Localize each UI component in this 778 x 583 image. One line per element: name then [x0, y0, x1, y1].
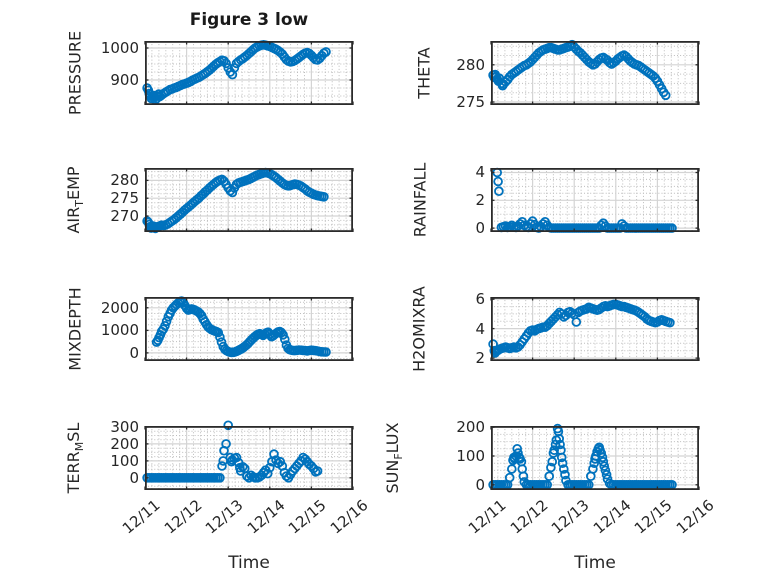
x-tick-label: 12/12: [160, 496, 206, 538]
x-tick-label: 12/14: [243, 496, 289, 538]
y-tick-label: 100: [110, 451, 139, 470]
x-tick-label: 12/15: [285, 496, 330, 538]
y-tick-label: 200: [110, 434, 139, 453]
x-tick-label: 12/13: [548, 496, 593, 538]
y-tick-label: 275: [456, 93, 485, 112]
x-tick-label: 12/16: [672, 496, 718, 538]
y-tick-label: 280: [456, 55, 485, 74]
y-axis-label-terr-msl: TERRMSL: [63, 422, 87, 494]
subplot-terr-msl: [142, 420, 354, 491]
y-tick-label: 2: [475, 191, 485, 210]
subplot-air-temp: [142, 167, 354, 234]
y-tick-label: 300: [110, 418, 139, 437]
y-tick-label: 0: [129, 343, 139, 362]
subplot-h2omixra: [488, 296, 700, 362]
y-tick-label: 200: [456, 418, 485, 437]
subplot-pressure: [142, 39, 354, 106]
y-axis-label-rainfall: RAINFALL: [410, 162, 430, 238]
y-tick-label: 0: [129, 468, 139, 487]
x-tick-label: 12/15: [631, 496, 676, 538]
x-axis-label-right: Time: [574, 553, 616, 573]
x-tick-label: 12/13: [202, 496, 247, 538]
y-axis-label-theta: THETA: [414, 47, 434, 99]
y-tick-label: 1000: [100, 321, 139, 340]
y-tick-label: 6: [475, 290, 485, 309]
y-axis-label-h2omixra: H2OMIXRA: [409, 286, 429, 372]
x-tick-label: 12/14: [589, 496, 635, 538]
x-tick-label: 12/11: [464, 496, 510, 538]
x-axis-label-left: Time: [228, 553, 270, 573]
subplot-sun-flux: [488, 423, 700, 491]
y-tick-label: 280: [110, 171, 139, 190]
y-tick-label: 1000: [100, 39, 139, 58]
y-tick-label: 275: [110, 189, 139, 208]
y-axis-label-mixdepth: MIXDEPTH: [65, 287, 85, 371]
y-axis-label-sun-flux: SUNFLUX: [382, 422, 406, 494]
x-tick-label: 12/12: [506, 496, 552, 538]
subplot-rainfall: [490, 167, 700, 233]
subplot-theta: [488, 39, 700, 106]
x-tick-label: 12/11: [118, 496, 164, 538]
y-tick-label: 0: [475, 475, 485, 494]
figure-title: Figure 3 low: [189, 10, 309, 30]
y-tick-label: 2000: [100, 298, 139, 317]
y-tick-label: 100: [456, 446, 485, 465]
y-tick-label: 4: [475, 163, 485, 182]
y-tick-label: 900: [110, 71, 139, 90]
subplot-mixdepth: [144, 296, 354, 362]
y-tick-label: 4: [475, 319, 485, 338]
y-tick-label: 270: [110, 207, 139, 225]
y-axis-label-pressure: PRESSURE: [65, 30, 85, 116]
x-tick-label: 12/16: [326, 496, 372, 538]
y-axis-label-air-temp: AIRTEMP: [63, 166, 87, 234]
y-tick-label: 2: [475, 349, 485, 368]
y-tick-label: 0: [475, 219, 485, 238]
